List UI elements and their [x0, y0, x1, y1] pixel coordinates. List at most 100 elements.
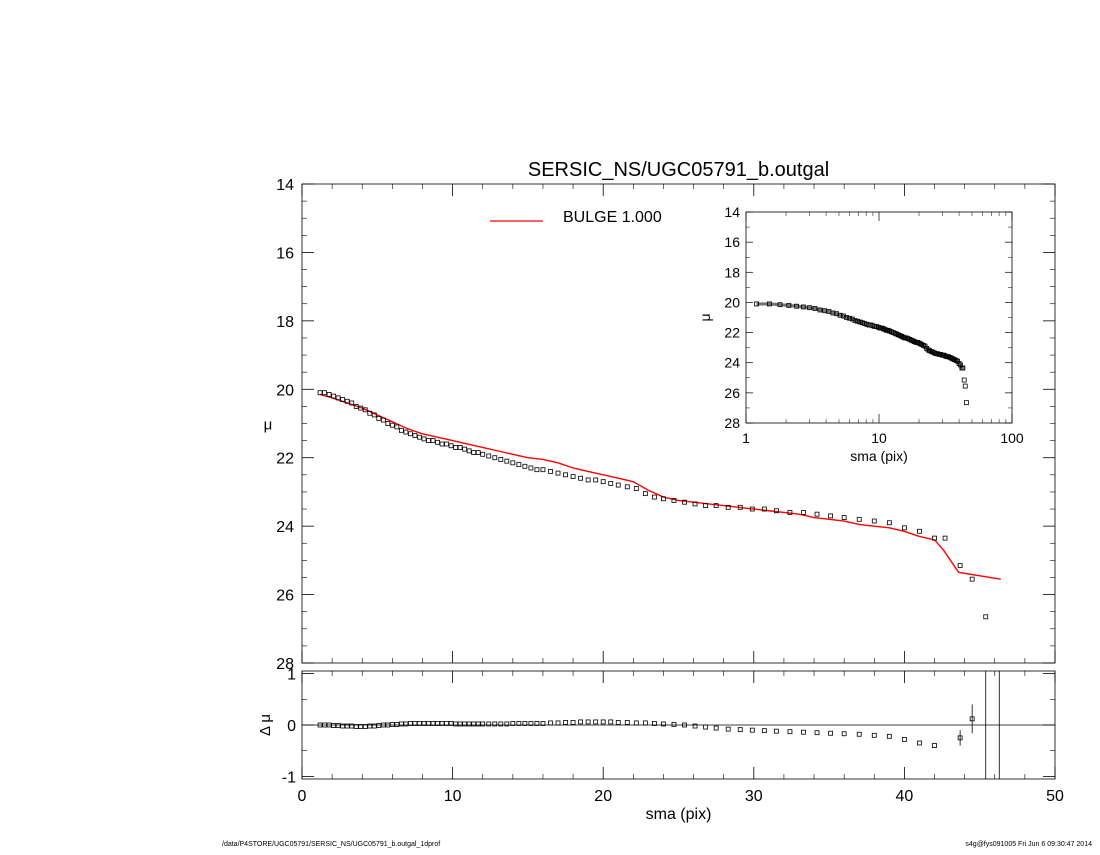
inset-data-point — [847, 315, 852, 321]
inset-data-point — [841, 313, 846, 319]
inset-data-point — [921, 342, 926, 348]
data-point — [652, 494, 657, 500]
residual-point — [548, 720, 553, 726]
x-axis-label: sma (pix) — [646, 806, 712, 823]
data-point — [408, 431, 413, 437]
residual-point — [593, 719, 599, 725]
data-point — [498, 457, 504, 462]
residual-point — [376, 723, 382, 728]
data-point — [841, 515, 847, 520]
residual-point — [703, 724, 709, 730]
inset-data-point — [897, 333, 903, 338]
residual-point — [403, 721, 409, 727]
inset-y-tick-label: 26 — [724, 385, 740, 401]
inset-data-point — [953, 358, 959, 363]
inset-background — [746, 212, 1012, 423]
inset-y-tick-label: 24 — [724, 355, 740, 371]
main-y-tick-label: 20 — [276, 382, 294, 399]
residual-point — [801, 729, 806, 735]
residual-point — [661, 721, 666, 727]
residual-point — [435, 721, 440, 726]
residual-point — [608, 719, 614, 725]
inset-data-point — [963, 400, 969, 406]
data-point — [362, 407, 368, 413]
data-point — [317, 390, 323, 396]
residual-point — [516, 721, 522, 726]
residual-point — [492, 721, 498, 727]
data-point — [671, 498, 677, 503]
inset-data-point — [956, 361, 962, 366]
inset-data-point — [754, 301, 759, 307]
data-point — [353, 403, 359, 409]
data-point — [444, 441, 449, 447]
data-point — [608, 480, 614, 486]
residual-point — [457, 721, 463, 727]
data-point — [522, 463, 528, 469]
residual-point — [462, 721, 468, 727]
residual-point — [642, 720, 648, 726]
inset-data-point — [855, 318, 860, 324]
data-point — [814, 511, 820, 517]
residual-point — [841, 731, 847, 737]
residual-point — [322, 722, 327, 728]
residual-point — [737, 727, 743, 733]
inset-y-tick-label: 18 — [724, 264, 740, 280]
inset-data-point — [837, 312, 843, 318]
main-y-tick-label: 28 — [276, 656, 294, 673]
inset-data-point — [947, 355, 953, 360]
residual-point — [671, 722, 677, 727]
data-point — [389, 422, 395, 428]
data-point — [349, 400, 355, 406]
residual-point — [886, 733, 892, 739]
data-point — [600, 479, 606, 485]
data-point — [326, 392, 332, 397]
data-point — [749, 506, 755, 512]
data-point — [371, 412, 377, 418]
data-point — [713, 503, 719, 509]
data-point — [570, 474, 576, 479]
residual-point — [563, 720, 568, 725]
residual-point — [871, 732, 877, 738]
inset-data-point — [949, 355, 954, 361]
inset-data-point — [777, 302, 783, 308]
residual-point — [633, 720, 639, 726]
inset-data-point — [899, 333, 905, 339]
main-y-axis-label: μ — [264, 417, 273, 434]
x-tick-label: 0 — [298, 788, 307, 805]
main-y-tick-label: 22 — [276, 451, 294, 468]
data-point — [516, 462, 522, 467]
residual-point — [814, 730, 820, 736]
residual-point — [326, 722, 332, 728]
inset-data-point — [961, 377, 967, 383]
footer-timestamp: s4g@fys091005 Fri Jun 6 09:30:47 2014 — [965, 841, 1092, 848]
residual-point — [932, 743, 937, 748]
data-point — [417, 434, 422, 440]
inset-data-point — [834, 311, 840, 317]
inset-data-point — [786, 303, 792, 308]
data-point — [426, 438, 431, 444]
residual-point — [713, 725, 719, 731]
residual-point — [902, 737, 907, 742]
data-point — [725, 504, 731, 510]
residual-point — [421, 721, 427, 726]
data-point — [540, 467, 546, 473]
data-point — [593, 477, 599, 483]
residual-point — [353, 724, 359, 729]
data-point — [983, 614, 989, 620]
main-y-tick-label: 26 — [276, 588, 294, 605]
data-point — [510, 460, 516, 466]
data-point — [340, 397, 346, 402]
residual-point — [555, 720, 561, 726]
residual-point — [615, 720, 621, 725]
data-point — [322, 390, 327, 396]
data-point — [439, 441, 445, 447]
data-point — [856, 516, 862, 522]
inset-data-point — [930, 349, 936, 355]
residual-point — [578, 719, 584, 725]
inset-data-point — [817, 307, 823, 313]
inset-data-point — [794, 303, 799, 309]
data-point — [457, 445, 463, 450]
